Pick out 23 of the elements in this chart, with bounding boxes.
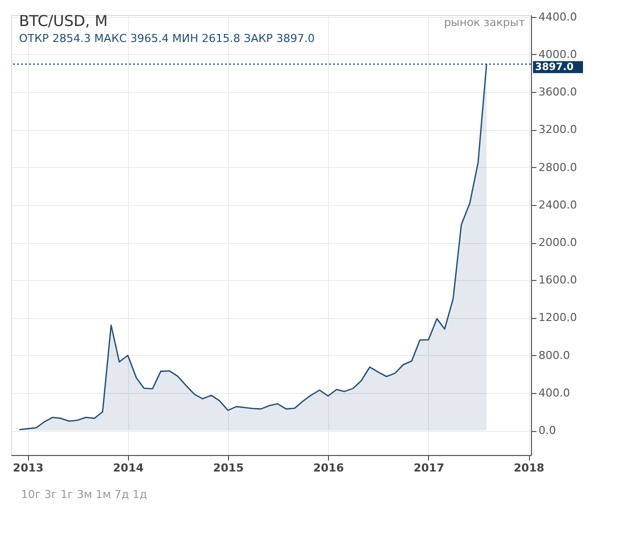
y-tick-label: 1600.0 bbox=[538, 274, 577, 287]
x-tick-label: 2014 bbox=[113, 462, 144, 474]
y-tick-label: 4400.0 bbox=[538, 10, 577, 24]
y-tick-label: 0.0 bbox=[538, 424, 556, 438]
text: 10г 3г 1г 3м 1м 7д 1д bbox=[21, 488, 148, 501]
y-tick-label: 3200.0 bbox=[538, 123, 577, 136]
ref-line-label: 3897.0 bbox=[535, 62, 574, 74]
y-tick-label: 800.0 bbox=[538, 348, 570, 362]
chart-title: BTC/USD, M bbox=[19, 12, 108, 30]
annotation: рынок закрыт bbox=[444, 16, 526, 29]
x-tick-label: 2017 bbox=[414, 462, 444, 474]
x-tick-label: 2018 bbox=[514, 462, 544, 474]
x-tick-label: 2016 bbox=[313, 462, 344, 474]
x-tick-label: 2013 bbox=[12, 462, 44, 474]
y-tick-label: 4000.0 bbox=[538, 48, 577, 61]
x-tick-label: 2015 bbox=[213, 462, 244, 474]
y-tick-label: 400.0 bbox=[538, 386, 570, 400]
y-tick-label: 2000.0 bbox=[538, 236, 577, 250]
y-tick-label: 2800.0 bbox=[538, 160, 577, 174]
y-tick-label: 2400.0 bbox=[538, 198, 577, 212]
annotation: ОТКР 2854.3 МАКС 3965.4 МИН 2615.8 ЗАКР 3897.0 bbox=[19, 32, 315, 45]
y-tick-label: 3600.0 bbox=[538, 86, 577, 99]
y-tick-label: 1200.0 bbox=[538, 311, 577, 324]
